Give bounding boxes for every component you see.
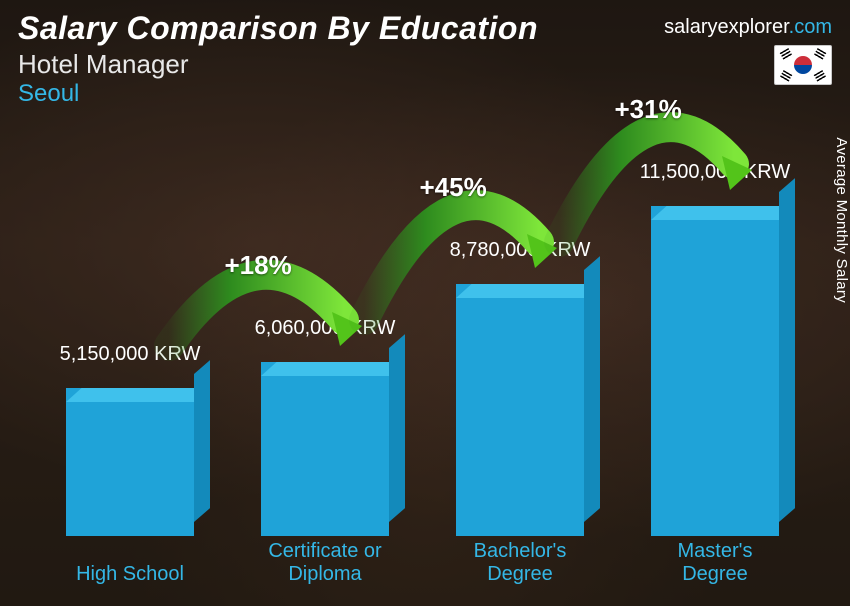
bar-3d	[651, 206, 779, 536]
bar-value-label: 8,780,000 KRW	[440, 239, 600, 262]
increment-pct-label: +31%	[615, 94, 682, 125]
country-flag-icon	[774, 45, 832, 85]
bar-category-label: High School	[76, 563, 184, 586]
job-title: Hotel Manager	[18, 49, 538, 80]
bar-category-label: Master'sDegree	[678, 540, 753, 586]
bar-group: 8,780,000 KRWBachelor'sDegree	[440, 239, 600, 536]
branding-block: salaryexplorer.com	[664, 16, 832, 85]
site-name: salaryexplorer.com	[664, 16, 832, 39]
bar-value-label: 11,500,000 KRW	[635, 161, 795, 184]
y-axis-label: Average Monthly Salary	[834, 137, 850, 303]
bar-category-label: Bachelor'sDegree	[474, 540, 567, 586]
bar-3d	[456, 284, 584, 536]
bar-3d	[66, 388, 194, 536]
infographic-container: Salary Comparison By Education Hotel Man…	[0, 0, 850, 606]
increment-pct-label: +18%	[225, 250, 292, 281]
increment-pct-label: +45%	[420, 172, 487, 203]
bar-group: 5,150,000 KRWHigh School	[50, 343, 210, 536]
bar-category-label: Certificate orDiploma	[268, 540, 381, 586]
salary-bar-chart: 5,150,000 KRWHigh School6,060,000 KRWCer…	[40, 106, 820, 586]
page-title: Salary Comparison By Education	[18, 10, 538, 47]
bar-value-label: 5,150,000 KRW	[50, 343, 210, 366]
site-prefix: salaryexplorer	[664, 16, 789, 38]
site-suffix: .com	[789, 16, 832, 38]
bar-value-label: 6,060,000 KRW	[245, 317, 405, 340]
header: Salary Comparison By Education Hotel Man…	[18, 10, 538, 108]
bar-3d	[261, 362, 389, 536]
bar-group: 6,060,000 KRWCertificate orDiploma	[245, 317, 405, 536]
location-label: Seoul	[18, 80, 538, 108]
bar-group: 11,500,000 KRWMaster'sDegree	[635, 161, 795, 536]
